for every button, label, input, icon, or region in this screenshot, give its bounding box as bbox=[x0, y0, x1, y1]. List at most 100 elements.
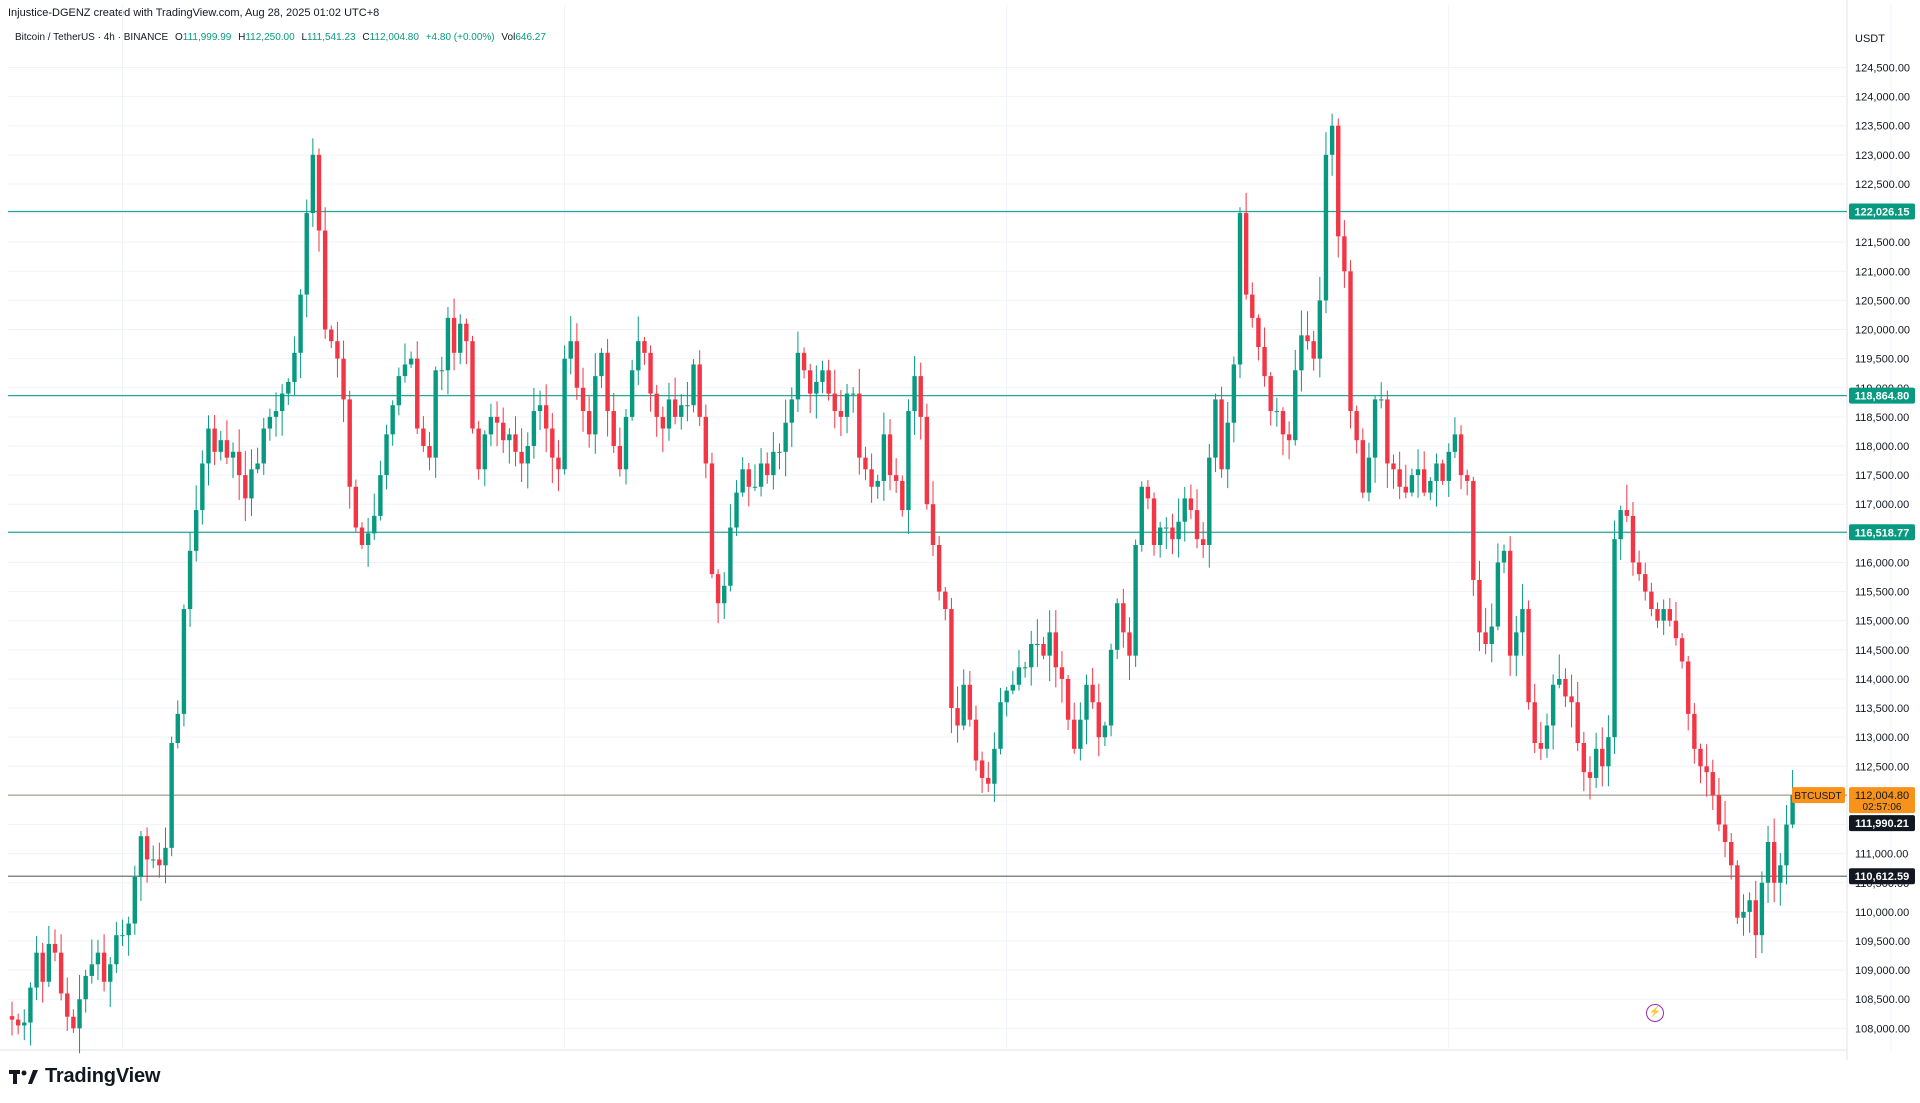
level-price-tag bbox=[1849, 524, 1915, 541]
candle-body bbox=[402, 364, 408, 377]
candle-body bbox=[304, 213, 309, 295]
price-tick-label: 120,500.00 bbox=[1855, 295, 1910, 307]
tradingview-logo-text: TradingView bbox=[45, 1065, 161, 1087]
candle-body bbox=[1243, 213, 1249, 295]
candle-body bbox=[1489, 626, 1494, 644]
candle-body bbox=[955, 708, 960, 726]
high-label: H bbox=[238, 32, 246, 43]
currency-label: USDT bbox=[1855, 33, 1885, 45]
candle-body bbox=[746, 469, 751, 487]
price-chart[interactable]: 108,000.00 108,500.00 109,000.00 109,500.00… bbox=[0, 0, 1920, 1060]
level-price-label: 110,612.59 bbox=[1855, 871, 1909, 883]
candle-body bbox=[1323, 154, 1329, 301]
candle-body bbox=[1372, 399, 1378, 458]
candle-body bbox=[1440, 463, 1445, 481]
candle-body bbox=[930, 504, 936, 545]
candle-body bbox=[1004, 690, 1009, 703]
candle-body bbox=[936, 545, 942, 592]
candle-body bbox=[703, 416, 709, 464]
candle-body bbox=[218, 440, 223, 452]
candle-body bbox=[1606, 737, 1611, 767]
candle-body bbox=[181, 609, 187, 714]
candle-body bbox=[1495, 562, 1501, 627]
candle-body bbox=[1016, 667, 1022, 685]
price-tick-label: 114,000.00 bbox=[1855, 674, 1909, 686]
last-price-tag bbox=[1849, 787, 1915, 814]
candle-body bbox=[1661, 609, 1666, 621]
candle-body bbox=[1127, 632, 1132, 656]
candle-body bbox=[1250, 294, 1255, 318]
candle-body bbox=[1317, 300, 1323, 359]
symbol-label[interactable]: Bitcoin / TetherUS · 4h · BINANCE bbox=[15, 32, 169, 43]
close-value: 112,004.80 bbox=[369, 32, 419, 43]
candle-body bbox=[1587, 772, 1593, 778]
candle-body bbox=[808, 370, 813, 394]
candle-body bbox=[329, 329, 334, 342]
candle-body bbox=[65, 993, 70, 1017]
candle-body bbox=[740, 469, 745, 493]
volume-label: Vol bbox=[501, 32, 516, 43]
candle-body bbox=[1194, 510, 1200, 540]
candle-body bbox=[1170, 527, 1175, 540]
candle-body bbox=[1176, 521, 1181, 540]
candle-body bbox=[108, 964, 113, 982]
candle-body bbox=[28, 987, 33, 1023]
marker-price-label: 111,990.21 bbox=[1855, 818, 1909, 830]
candle-body bbox=[1280, 411, 1286, 435]
tradingview-logo[interactable]: TradingView bbox=[9, 1065, 160, 1088]
price-tick-label: 114,500.00 bbox=[1855, 645, 1909, 657]
candle-body bbox=[556, 457, 561, 470]
candle-body bbox=[599, 352, 604, 377]
candle-body bbox=[1747, 900, 1752, 912]
price-tick-label: 122,500.00 bbox=[1855, 179, 1910, 191]
candle-body bbox=[341, 358, 346, 400]
price-tick-label: 111,000.00 bbox=[1855, 849, 1908, 861]
candle-body bbox=[1550, 684, 1556, 726]
candle-body bbox=[243, 475, 248, 499]
candle-body bbox=[1397, 469, 1402, 487]
candle-body bbox=[126, 923, 131, 936]
low-label: L bbox=[301, 32, 308, 43]
candle-body bbox=[322, 230, 328, 330]
candle-body bbox=[292, 352, 297, 382]
candles bbox=[9, 113, 1795, 1054]
candle-body bbox=[89, 964, 95, 976]
candle-body bbox=[893, 475, 899, 481]
candle-body bbox=[1029, 644, 1034, 668]
candle-body bbox=[1299, 335, 1304, 371]
candle-body bbox=[1237, 213, 1243, 365]
candle-body bbox=[986, 777, 991, 784]
lightning-bolt-icon[interactable]: ⚡ bbox=[1646, 1004, 1664, 1022]
candle-body bbox=[1630, 515, 1636, 563]
price-tick-label: 112,500.00 bbox=[1855, 761, 1909, 773]
candle-body bbox=[783, 422, 788, 452]
candle-body bbox=[114, 935, 119, 965]
candle-body bbox=[144, 836, 150, 860]
candle-body bbox=[1354, 411, 1359, 441]
candle-body bbox=[494, 416, 500, 423]
candle-body bbox=[777, 451, 782, 453]
candle-body bbox=[1188, 498, 1194, 511]
candle-body bbox=[906, 411, 911, 511]
candle-body bbox=[236, 451, 242, 476]
candle-body bbox=[1483, 632, 1488, 644]
candle-body bbox=[1544, 725, 1550, 749]
candle-body bbox=[844, 393, 850, 417]
candle-body bbox=[1225, 422, 1230, 470]
candle-body bbox=[1145, 486, 1151, 499]
price-tick-label: 121,500.00 bbox=[1855, 237, 1910, 249]
candle-body bbox=[408, 358, 414, 365]
candle-body bbox=[157, 859, 162, 866]
candle-body bbox=[439, 370, 444, 372]
candle-body bbox=[1790, 795, 1795, 825]
candle-body bbox=[943, 591, 948, 610]
candle-body bbox=[1059, 667, 1065, 679]
level-price-label: 116,518.77 bbox=[1855, 527, 1909, 539]
candle-body bbox=[838, 411, 844, 417]
candle-body bbox=[1778, 865, 1783, 883]
candle-body bbox=[961, 684, 966, 726]
horizontal-lines bbox=[8, 210, 1847, 877]
candle-body bbox=[1698, 748, 1703, 767]
candle-body bbox=[372, 515, 377, 534]
candle-body bbox=[279, 393, 285, 412]
